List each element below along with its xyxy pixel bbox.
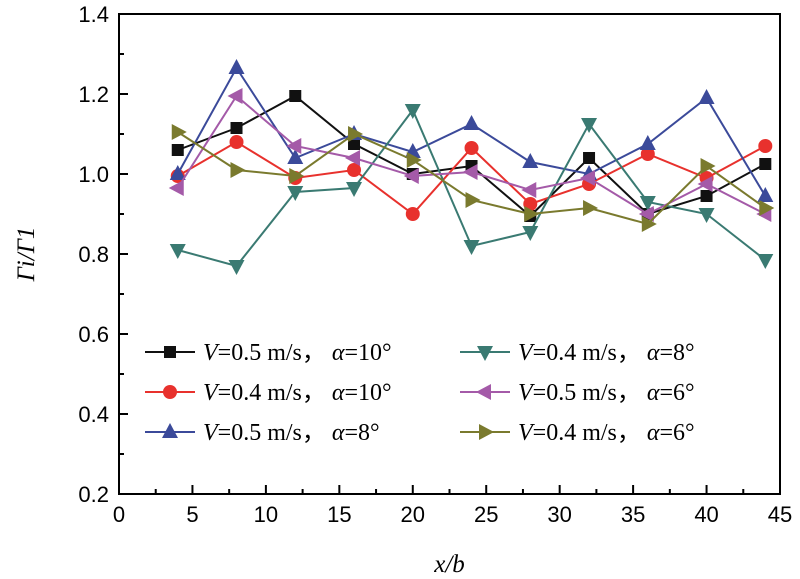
data-point [230,162,246,178]
data-point [583,152,596,164]
x-tick-label: 45 [768,502,792,527]
data-point [463,115,480,130]
data-point [698,89,715,104]
y-tick-label: 1.0 [78,162,109,187]
data-point [286,138,302,154]
data-point [287,149,304,164]
data-point [698,208,715,223]
data-point [757,187,774,202]
data-point [169,244,186,259]
data-point [227,88,243,104]
series-line [176,66,767,197]
x-tick-label: 0 [113,502,125,527]
data-point [758,139,773,153]
data-point [229,135,244,149]
x-tick-label: 15 [327,502,351,527]
data-point [757,254,774,269]
x-tick-label: 20 [401,502,425,527]
data-point [347,163,362,177]
data-point [697,176,713,192]
x-tick-label: 10 [254,502,278,527]
legend-entry: V=0.4 m/s， α=8° [460,340,695,366]
data-point [581,118,598,133]
data-point [639,196,656,211]
data-point [228,59,245,74]
data-point [700,158,716,174]
data-point [404,104,421,119]
legend-marker [476,384,491,400]
legend-marker [163,385,177,399]
data-point [759,158,772,170]
y-tick-label: 1.2 [78,82,109,107]
data-point [638,206,654,222]
data-point [289,168,305,184]
legend-label: V=0.5 m/s， α=10° [203,340,392,366]
x-tick-label: 25 [474,502,498,527]
legend-label: V=0.5 m/s， α=6° [518,380,695,406]
data-point [640,147,655,161]
data-point [287,186,304,201]
data-point [522,226,539,241]
data-point [348,126,364,142]
data-point [348,138,361,150]
legend-entry: V=0.4 m/s， α=10° [145,380,392,406]
legend-marker [479,424,494,440]
legend-marker [162,423,178,438]
legend-marker [477,346,493,361]
data-point [464,141,479,155]
x-tick-label: 35 [621,502,645,527]
data-point [580,170,596,186]
data-point [759,200,775,216]
data-point [406,152,422,168]
data-point [171,124,187,140]
legend-label: V=0.5 m/s， α=8° [203,420,380,446]
legend-entry: V=0.5 m/s， α=10° [145,340,392,366]
y-tick-label: 0.8 [78,242,109,267]
legend-marker [164,346,176,358]
legend-entry: V=0.5 m/s， α=6° [460,380,695,406]
data-point [168,180,184,196]
data-point [462,164,478,180]
data-point [524,206,540,222]
data-point [228,260,245,275]
x-tick-label: 40 [694,502,718,527]
legend-label: V=0.4 m/s， α=10° [203,380,392,406]
data-point [169,165,186,180]
data-point [700,190,713,202]
series-6 [171,124,775,232]
data-point [230,122,243,134]
data-point [583,200,599,216]
legend-entry: V=0.5 m/s， α=8° [145,420,380,446]
data-point [465,192,481,208]
legend-label: V=0.4 m/s， α=6° [518,420,695,446]
data-point [403,168,419,184]
y-tick-label: 0.2 [78,482,109,507]
x-axis-label: x/b [433,551,465,578]
data-point [346,182,363,197]
series-3 [169,59,774,202]
x-tick-label: 5 [186,502,198,527]
data-point [171,144,184,156]
data-point [521,182,537,198]
y-tick-label: 0.6 [78,322,109,347]
data-point [463,240,480,255]
legend-entry: V=0.4 m/s， α=6° [460,420,695,446]
y-tick-label: 0.4 [78,402,109,427]
legend-label: V=0.4 m/s， α=8° [518,340,695,366]
data-point [641,216,657,232]
y-axis-label: Γi/Γ1 [13,227,40,283]
x-tick-label: 30 [547,502,571,527]
data-point [522,153,539,168]
data-point [639,135,656,150]
data-point [405,207,420,221]
data-point [345,150,361,166]
y-tick-label: 1.4 [78,2,109,27]
data-point [289,90,302,102]
